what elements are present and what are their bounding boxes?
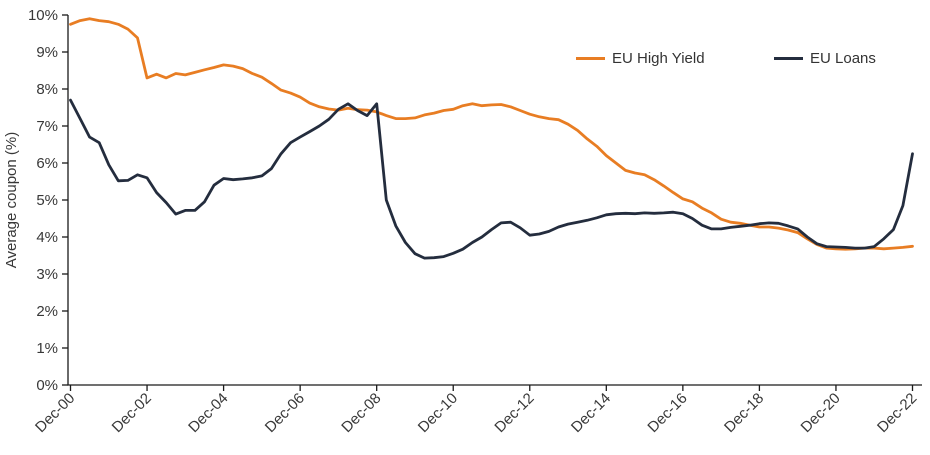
- legend-item-eu-high-yield: EU High Yield: [576, 50, 705, 67]
- x-tick-label: Dec-18: [721, 390, 767, 436]
- legend-item-eu-loans: EU Loans: [774, 50, 876, 67]
- eu-loans-line-swatch: [774, 57, 803, 60]
- y-tick-label: 7%: [36, 118, 58, 135]
- x-tick-label: Dec-14: [568, 390, 614, 436]
- y-tick-label: 9%: [36, 44, 58, 61]
- x-tick-label: Dec-02: [109, 390, 155, 436]
- y-tick-label: 6%: [36, 155, 58, 172]
- y-axis-title: Average coupon (%): [3, 132, 20, 268]
- x-tick-label: Dec-04: [185, 390, 231, 436]
- legend-label-eu-high-yield: EU High Yield: [612, 50, 705, 67]
- x-tick-label: Dec-16: [644, 390, 690, 436]
- y-tick-label: 1%: [36, 340, 58, 357]
- eu-loans-line: [69, 98, 914, 260]
- y-tick-label: 0%: [36, 377, 58, 394]
- x-tick-label: Dec-08: [338, 390, 384, 436]
- x-tick-label: Dec-22: [874, 390, 920, 436]
- x-tick-label: Dec-10: [415, 390, 461, 436]
- y-tick-label: 2%: [36, 303, 58, 320]
- eu-high-yield-line: [69, 17, 914, 251]
- eu-high-yield-line-swatch: [576, 57, 605, 60]
- y-tick-label: 10%: [28, 7, 58, 24]
- y-tick-label: 4%: [36, 229, 58, 246]
- legend-label-eu-loans: EU Loans: [810, 50, 876, 67]
- y-tick-label: 5%: [36, 192, 58, 209]
- y-tick-label: 3%: [36, 266, 58, 283]
- axes: [67, 15, 922, 386]
- y-tick-label: 8%: [36, 81, 58, 98]
- x-tick-label: Dec-12: [491, 390, 537, 436]
- x-tick-label: Dec-06: [262, 390, 308, 436]
- x-tick-label: Dec-00: [32, 390, 78, 436]
- x-tick-label: Dec-20: [798, 390, 844, 436]
